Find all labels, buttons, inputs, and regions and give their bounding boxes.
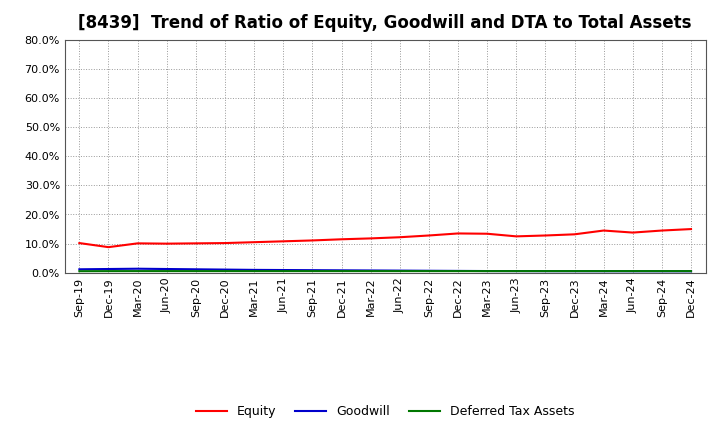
Deferred Tax Assets (220, 268, 229, 274)
Goodwill (192, 267, 200, 272)
Deferred Tax Assets (104, 268, 113, 274)
Goodwill (687, 269, 696, 274)
Goodwill (104, 266, 113, 271)
Deferred Tax Assets (308, 268, 317, 274)
Goodwill (163, 266, 171, 271)
Goodwill (308, 268, 317, 273)
Goodwill (250, 267, 258, 272)
Deferred Tax Assets (599, 268, 608, 274)
Goodwill (337, 268, 346, 273)
Goodwill (425, 268, 433, 273)
Equity (75, 240, 84, 246)
Title: [8439]  Trend of Ratio of Equity, Goodwill and DTA to Total Assets: [8439] Trend of Ratio of Equity, Goodwil… (78, 15, 692, 33)
Goodwill (454, 268, 462, 274)
Deferred Tax Assets (366, 268, 375, 274)
Goodwill (395, 268, 404, 273)
Line: Goodwill: Goodwill (79, 269, 691, 271)
Equity (104, 245, 113, 250)
Equity (279, 238, 287, 244)
Deferred Tax Assets (279, 268, 287, 274)
Deferred Tax Assets (250, 268, 258, 274)
Deferred Tax Assets (657, 268, 666, 274)
Equity (395, 235, 404, 240)
Equity (366, 236, 375, 241)
Goodwill (541, 268, 550, 274)
Equity (629, 230, 637, 235)
Line: Equity: Equity (79, 229, 691, 247)
Deferred Tax Assets (163, 268, 171, 274)
Goodwill (629, 268, 637, 274)
Equity (133, 241, 142, 246)
Equity (220, 240, 229, 246)
Deferred Tax Assets (75, 268, 84, 274)
Goodwill (570, 268, 579, 274)
Equity (541, 233, 550, 238)
Equity (570, 232, 579, 237)
Equity (308, 238, 317, 243)
Equity (425, 233, 433, 238)
Equity (454, 231, 462, 236)
Goodwill (512, 268, 521, 274)
Goodwill (220, 267, 229, 272)
Equity (483, 231, 492, 236)
Deferred Tax Assets (687, 268, 696, 274)
Goodwill (279, 268, 287, 273)
Deferred Tax Assets (629, 268, 637, 274)
Equity (250, 239, 258, 245)
Equity (163, 241, 171, 246)
Goodwill (366, 268, 375, 273)
Equity (192, 241, 200, 246)
Equity (512, 234, 521, 239)
Deferred Tax Assets (570, 268, 579, 274)
Deferred Tax Assets (337, 268, 346, 274)
Goodwill (483, 268, 492, 274)
Deferred Tax Assets (454, 268, 462, 274)
Deferred Tax Assets (133, 268, 142, 274)
Goodwill (133, 266, 142, 271)
Legend: Equity, Goodwill, Deferred Tax Assets: Equity, Goodwill, Deferred Tax Assets (191, 400, 580, 423)
Deferred Tax Assets (192, 268, 200, 274)
Deferred Tax Assets (395, 268, 404, 274)
Deferred Tax Assets (512, 268, 521, 274)
Deferred Tax Assets (483, 268, 492, 274)
Goodwill (599, 268, 608, 274)
Equity (657, 228, 666, 233)
Goodwill (657, 269, 666, 274)
Equity (337, 237, 346, 242)
Equity (687, 227, 696, 232)
Deferred Tax Assets (541, 268, 550, 274)
Goodwill (75, 267, 84, 272)
Deferred Tax Assets (425, 268, 433, 274)
Equity (599, 228, 608, 233)
